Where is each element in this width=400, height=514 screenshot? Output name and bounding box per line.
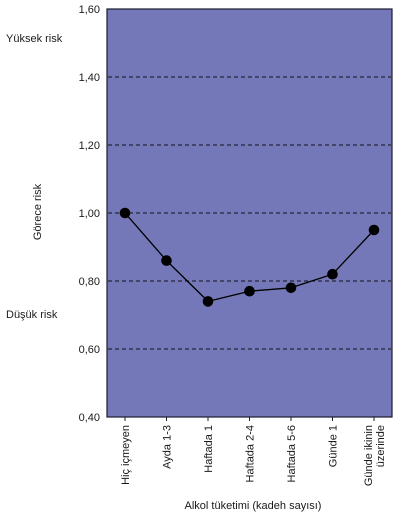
x-tick-label: Haftada 2-4 (245, 425, 257, 482)
data-point (368, 224, 380, 236)
x-tick-label: Günde 1 (328, 425, 340, 467)
data-points (119, 207, 380, 307)
y-tick-label: 1,00 (79, 208, 100, 220)
x-tick-label: Ayda 1-3 (162, 425, 174, 469)
data-point (327, 268, 338, 280)
data-point (285, 282, 297, 294)
y-tick-label: 0,40 (79, 412, 100, 424)
y-tick-label: 0,60 (79, 344, 100, 356)
gridlines (108, 76, 391, 350)
data-point (244, 285, 255, 297)
x-tick-label: Haftada 1 (203, 425, 215, 473)
y-tick-labels: 0,40 0,60 0,80 1,00 1,20 1,40 1,60 (79, 4, 100, 424)
y-axis-title: Görece risk (32, 183, 44, 240)
data-point (202, 296, 214, 307)
x-axis-title: Alkol tüketimi (kadeh sayısı) (185, 500, 322, 512)
y-tick-label: 1,40 (79, 72, 100, 84)
y-tick-label: 1,20 (79, 140, 100, 152)
y-tick-label: 1,60 (79, 4, 100, 16)
low-risk-label: Düşük risk (6, 309, 58, 321)
x-tick-labels: Hiç içmeyen Ayda 1-3 Haftada 1 Haftada 2-4 H… (120, 425, 387, 486)
data-point (119, 207, 131, 219)
data-point (161, 255, 172, 266)
x-tick-label: Hiç içmeyen (120, 425, 132, 485)
x-tick-label: Haftada 5-6 (286, 425, 298, 482)
x-tick-label: üzerinde (375, 425, 387, 467)
x-tick-label: Günde ikinin (363, 425, 375, 486)
high-risk-label: Yüksek risk (6, 33, 63, 45)
x-tick-marks (124, 417, 375, 421)
y-tick-label: 0,80 (79, 276, 100, 288)
